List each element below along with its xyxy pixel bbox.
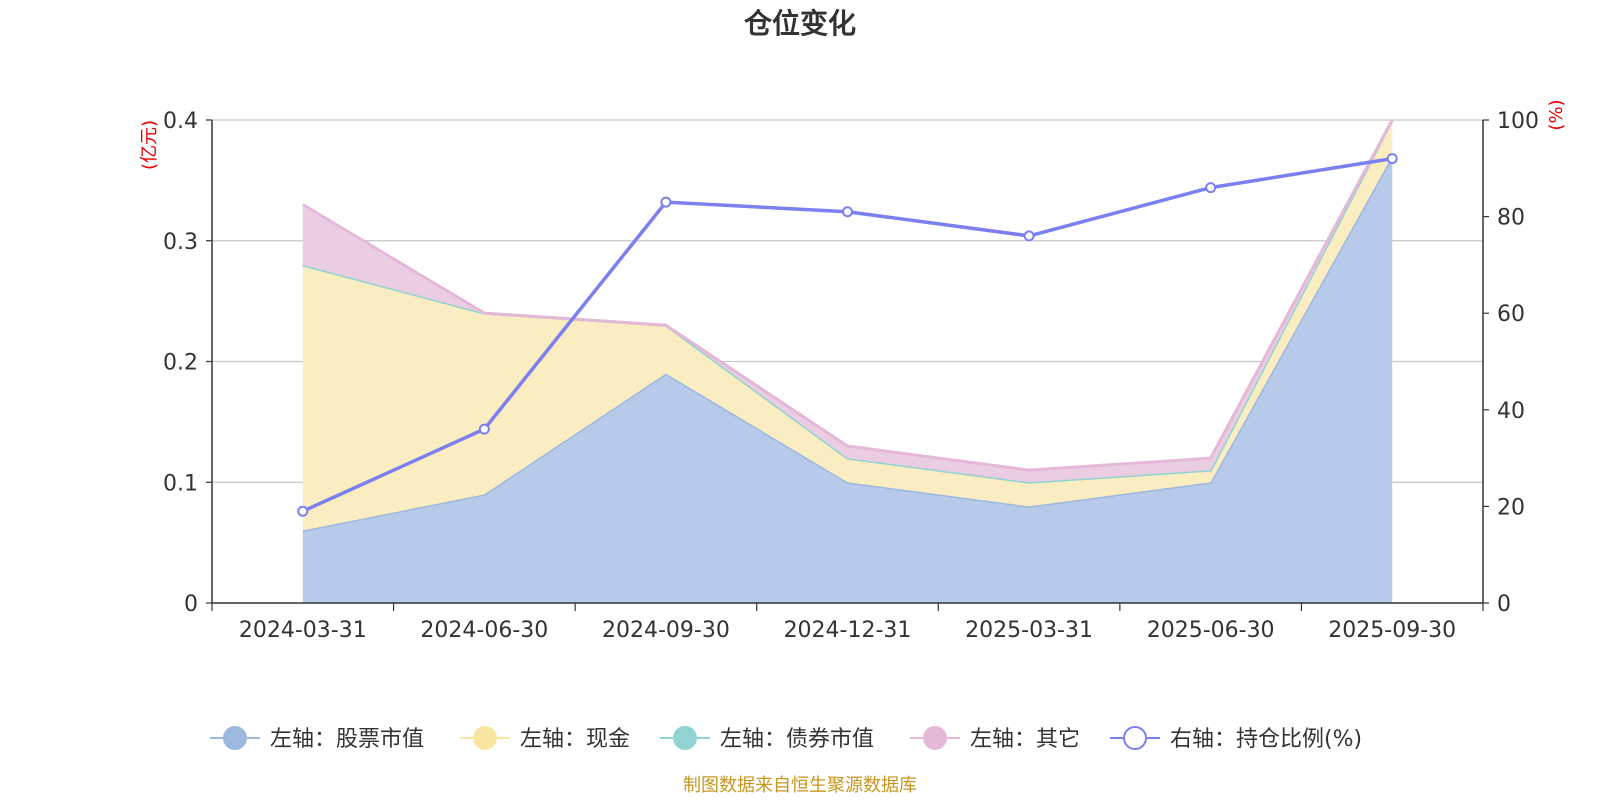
x-tick-label: 2024-06-30: [420, 618, 548, 643]
x-tick-label: 2025-09-30: [1328, 618, 1456, 643]
area-edge-左轴：其它: [302, 119, 1394, 472]
x-tick-label: 2025-03-31: [965, 618, 1093, 643]
data-source-note: 制图数据来自恒生聚源数据库: [683, 775, 917, 796]
legend-label: 左轴：股票市值: [270, 727, 424, 752]
ratio-point: [1023, 230, 1035, 242]
ratio-point: [842, 206, 853, 218]
ratio-point: [1386, 153, 1398, 165]
legend-label: 右轴：持仓比例(%): [1170, 727, 1362, 752]
area-左轴：现金: [302, 120, 1393, 531]
x-tick-label: 2024-12-31: [784, 618, 912, 643]
ratio-point: [1205, 182, 1217, 194]
ratio-point: [478, 423, 490, 435]
left-tick-label: 0.2: [163, 351, 198, 376]
chart-title: 仓位变化: [744, 7, 856, 40]
legend-marker: [223, 726, 247, 750]
x-tick-label: 2024-09-30: [602, 618, 730, 643]
legend-item[interactable]: 右轴：持仓比例(%): [1110, 726, 1362, 752]
right-tick-label: 40: [1497, 399, 1525, 424]
left-tick-label: 0.1: [163, 471, 198, 496]
ratio-point: [660, 196, 672, 208]
legend-marker: [923, 726, 947, 750]
legend-item[interactable]: 左轴：其它: [910, 726, 1080, 752]
ratio-point: [297, 505, 309, 517]
legend-label: 左轴：现金: [520, 727, 630, 752]
area-series: [302, 119, 1394, 603]
right-tick-label: 20: [1497, 495, 1525, 520]
legend-label: 左轴：其它: [970, 727, 1080, 752]
legend-marker: [1123, 726, 1147, 750]
legend-item[interactable]: 左轴：现金: [460, 726, 630, 752]
legend-marker: [673, 726, 697, 750]
left-tick-label: 0.4: [163, 109, 198, 134]
x-tick-label: 2024-03-31: [239, 618, 367, 643]
legend-item[interactable]: 左轴：债券市值: [660, 726, 874, 752]
x-tick-label: 2025-06-30: [1147, 618, 1275, 643]
area-左轴：股票市值: [302, 156, 1393, 603]
legend-label: 左轴：债券市值: [720, 727, 874, 752]
left-axis-unit: (亿元): [139, 120, 160, 170]
axes: 0 0.1 0.2 0.3 0.4 0 20 40 60 80 100 2024-03-31 2024-…: [163, 109, 1539, 643]
legend: 左轴：股票市值 左轴：现金 左轴：债券市值 左轴：其它 右轴：持仓比例(%): [210, 726, 1362, 752]
right-axis-unit: (%): [1546, 99, 1567, 130]
right-tick-label: 60: [1497, 302, 1525, 327]
right-tick-label: 0: [1497, 592, 1511, 617]
right-tick-label: 100: [1497, 109, 1539, 134]
right-tick-label: 80: [1497, 206, 1525, 231]
ratio-line-series: [297, 153, 1398, 517]
legend-marker: [473, 726, 497, 750]
left-tick-label: 0: [184, 592, 198, 617]
left-tick-label: 0.3: [163, 230, 198, 255]
legend-item[interactable]: 左轴：股票市值: [210, 726, 424, 752]
